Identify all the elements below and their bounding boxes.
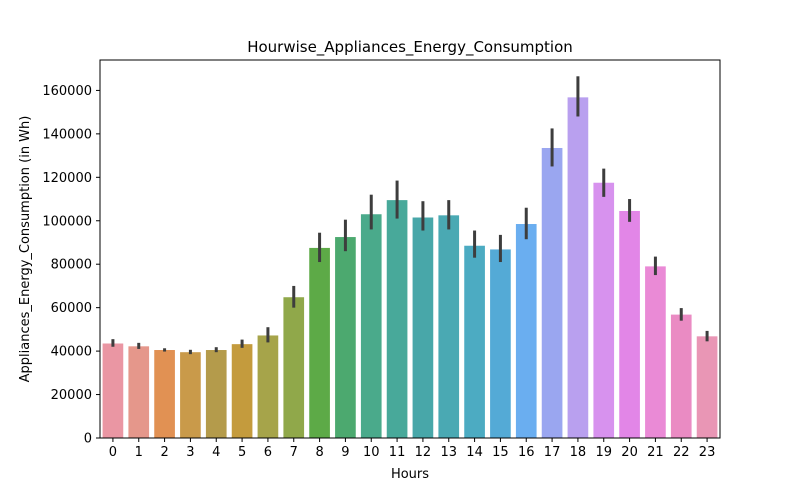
x-tick-label: 18 — [570, 445, 587, 460]
bar-hour-11 — [386, 200, 408, 438]
y-axis-label: Appliances_Energy_Consumption (in Wh) — [18, 116, 33, 383]
bar-hour-9 — [335, 237, 356, 438]
y-tick-label: 100000 — [42, 214, 92, 229]
x-tick-label: 11 — [389, 445, 406, 460]
x-tick-label: 13 — [440, 445, 457, 460]
x-tick-label: 20 — [621, 445, 638, 460]
y-tick-label: 140000 — [42, 127, 92, 142]
x-tick-label: 22 — [673, 445, 690, 460]
x-tick-label: 6 — [264, 445, 272, 460]
bar-hour-0 — [102, 343, 124, 438]
x-tick-label: 16 — [518, 445, 535, 460]
y-tick-label: 160000 — [42, 84, 92, 99]
y-tick-label: 0 — [84, 432, 92, 447]
x-tick-label: 1 — [135, 445, 143, 460]
bar-hour-13 — [438, 215, 460, 438]
x-tick-label: 15 — [492, 445, 509, 460]
x-tick-label: 12 — [415, 445, 432, 460]
chart-title: Hourwise_Appliances_Energy_Consumption — [247, 38, 573, 57]
x-tick-label: 5 — [238, 445, 246, 460]
x-tick-label: 2 — [160, 445, 168, 460]
bar-hour-6 — [257, 335, 279, 438]
x-axis-label: Hours — [391, 467, 429, 482]
x-tick-label: 0 — [109, 445, 117, 460]
bar-hour-17 — [541, 147, 563, 438]
bar-hour-4 — [205, 350, 227, 438]
bar-hour-3 — [180, 352, 201, 438]
x-tick-label: 10 — [363, 445, 380, 460]
error-bars-group — [111, 76, 709, 355]
bar-hour-16 — [515, 224, 537, 438]
bar-hour-20 — [619, 210, 640, 438]
bar-hour-2 — [154, 350, 175, 438]
x-tick-label: 9 — [341, 445, 349, 460]
y-tick-label: 20000 — [51, 388, 92, 403]
bar-hour-12 — [412, 217, 434, 438]
x-tick-label: 7 — [290, 445, 298, 460]
plot-frame — [99, 59, 721, 439]
x-tick-label: 17 — [544, 445, 561, 460]
x-tick-label: 21 — [647, 445, 664, 460]
y-ticks: 0 20000 40000 60000 80000 100000 120000 140000 1… — [42, 84, 100, 447]
x-tick-label: 23 — [699, 445, 716, 460]
bar-hour-22 — [670, 314, 692, 438]
bar-hour-15 — [490, 249, 511, 438]
bars-group — [102, 97, 718, 439]
bar-hour-10 — [360, 214, 382, 438]
y-tick-label: 40000 — [51, 345, 92, 360]
bar-hour-8 — [309, 247, 330, 438]
y-tick-label: 60000 — [51, 301, 92, 316]
bar-hour-19 — [593, 182, 615, 438]
bar-hour-14 — [464, 245, 485, 438]
x-tick-label: 14 — [466, 445, 483, 460]
x-ticks: 0 1 2 3 4 5 6 7 8 9 10 11 12 13 14 15 16 17 18 19 20 21 22 23 — [109, 438, 716, 460]
x-tick-label: 8 — [315, 445, 323, 460]
y-tick-label: 80000 — [51, 258, 92, 273]
x-tick-label: 3 — [186, 445, 194, 460]
x-tick-label: 4 — [212, 445, 220, 460]
x-tick-label: 19 — [595, 445, 612, 460]
y-tick-label: 120000 — [42, 171, 92, 186]
bar-hour-21 — [645, 266, 666, 438]
bar-hour-23 — [696, 336, 718, 438]
bar-hour-1 — [128, 346, 150, 438]
bar-hour-5 — [231, 344, 253, 438]
bar-hour-18 — [567, 97, 589, 439]
bar-hour-7 — [283, 297, 305, 438]
